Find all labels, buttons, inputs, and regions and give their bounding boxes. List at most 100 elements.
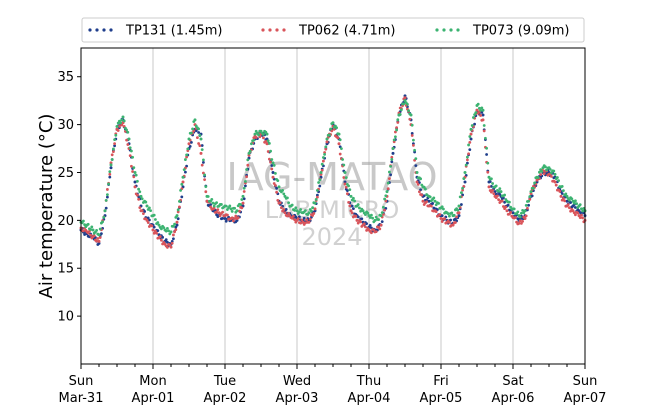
data-point	[347, 184, 350, 188]
data-point	[173, 222, 177, 226]
data-point	[160, 227, 163, 231]
data-point	[386, 187, 390, 191]
data-point	[468, 140, 472, 144]
data-point	[262, 136, 265, 140]
data-point	[98, 236, 102, 239]
data-point	[581, 216, 584, 220]
data-point	[234, 214, 238, 218]
data-point	[139, 194, 143, 198]
data-point	[329, 127, 332, 131]
data-point	[176, 217, 180, 221]
data-point	[293, 208, 296, 212]
legend-label: TP062 (4.71m)	[298, 24, 395, 39]
data-point	[428, 195, 432, 199]
data-point	[186, 147, 190, 151]
data-point	[457, 204, 461, 208]
data-point	[469, 137, 473, 141]
data-point	[240, 206, 244, 210]
data-point	[313, 201, 317, 205]
data-point	[242, 197, 246, 201]
data-point	[301, 220, 305, 224]
data-point	[217, 211, 221, 215]
data-point	[104, 206, 108, 210]
data-point	[157, 223, 161, 227]
data-point	[559, 194, 563, 198]
data-point	[359, 220, 362, 224]
data-point	[174, 228, 178, 232]
data-point	[82, 229, 85, 233]
data-point	[275, 186, 278, 190]
data-point	[154, 218, 157, 221]
data-point	[457, 211, 461, 215]
data-point	[336, 136, 340, 140]
data-point	[187, 137, 191, 141]
y-tick-label: 30	[57, 118, 74, 133]
data-point	[108, 175, 112, 179]
data-point	[485, 146, 488, 150]
data-point	[539, 173, 542, 176]
data-point	[155, 231, 159, 235]
data-point	[448, 214, 451, 218]
data-point	[132, 175, 136, 179]
data-point	[184, 158, 187, 161]
data-point	[161, 235, 165, 239]
data-point	[562, 197, 565, 200]
data-point	[244, 184, 247, 188]
data-point	[347, 200, 350, 204]
data-point	[270, 158, 274, 161]
data-point	[96, 237, 100, 240]
data-point	[518, 215, 522, 219]
data-point	[169, 245, 173, 249]
data-point	[408, 117, 412, 121]
data-point	[137, 187, 141, 191]
data-point	[324, 147, 328, 151]
data-point	[568, 198, 571, 202]
data-point	[479, 114, 482, 117]
data-point	[138, 190, 142, 194]
data-point	[580, 207, 583, 211]
data-point	[200, 148, 204, 151]
data-point	[478, 106, 481, 110]
data-point	[388, 177, 391, 181]
data-point	[302, 216, 306, 220]
data-point	[394, 135, 397, 139]
data-point	[100, 232, 103, 236]
data-point	[377, 218, 380, 221]
data-point	[414, 157, 418, 161]
data-point	[299, 221, 302, 225]
data-point	[504, 205, 508, 209]
data-point	[496, 194, 499, 198]
data-point	[348, 204, 352, 208]
data-point	[581, 209, 584, 213]
data-point	[469, 127, 473, 131]
data-point	[416, 183, 420, 186]
data-point	[385, 190, 389, 194]
data-point	[230, 216, 234, 220]
data-point	[145, 204, 149, 208]
legend-entry-2: TP062 (4.71m)	[261, 24, 395, 39]
data-point	[499, 190, 503, 194]
data-point	[553, 172, 557, 176]
data-point	[167, 229, 171, 233]
data-point	[396, 121, 400, 124]
data-point	[209, 205, 213, 209]
data-point	[552, 169, 556, 173]
data-point	[307, 220, 311, 224]
x-tick-label-date: Apr-04	[348, 391, 391, 406]
data-point	[268, 141, 271, 145]
data-point	[574, 206, 577, 209]
legend: TP131 (1.45m) TP062 (4.71m) TP073 (9.09m)	[81, 17, 585, 43]
data-point	[166, 240, 169, 244]
data-point	[486, 161, 490, 165]
data-point	[440, 205, 444, 209]
data-point	[83, 233, 86, 236]
data-point	[446, 212, 450, 216]
data-point	[390, 158, 394, 161]
data-point	[394, 130, 397, 134]
data-point	[144, 200, 148, 204]
data-point	[569, 201, 572, 204]
data-point	[391, 147, 395, 151]
data-point	[540, 169, 544, 173]
data-point	[292, 214, 295, 218]
data-point	[199, 137, 203, 141]
